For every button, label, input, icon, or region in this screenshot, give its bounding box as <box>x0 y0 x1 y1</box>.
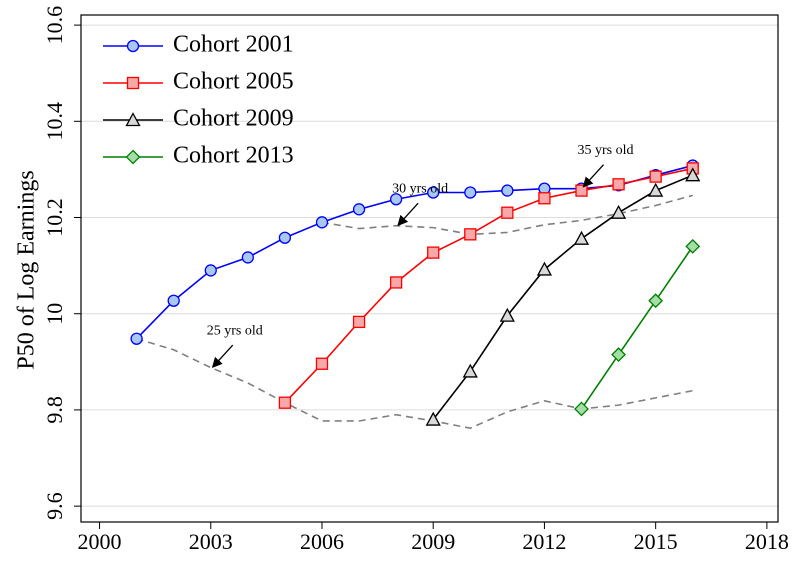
series-line <box>580 245 694 410</box>
point <box>501 184 514 197</box>
y-axis-label: P50 of Log Earnings <box>14 170 40 369</box>
y-tick-label: 10.6 <box>42 6 67 45</box>
point <box>389 276 403 289</box>
point <box>278 396 292 409</box>
series-line <box>284 167 693 404</box>
point <box>648 182 664 197</box>
point <box>425 411 441 426</box>
point <box>575 184 588 197</box>
point <box>464 186 477 199</box>
point <box>278 231 292 244</box>
point <box>574 401 589 417</box>
x-tick-label: 2012 <box>522 529 566 554</box>
legend-marker <box>125 149 141 165</box>
annotation-text: 25 yrs old <box>207 323 263 338</box>
legend-label: Cohort 2001 <box>173 32 294 58</box>
annotation-text: 30 yrs old <box>392 181 448 196</box>
point <box>167 294 180 307</box>
legend-label: Cohort 2005 <box>173 69 294 95</box>
y-tick-label: 10.4 <box>42 102 67 141</box>
point <box>204 264 217 277</box>
point <box>612 178 625 191</box>
y-tick-label: 10 <box>42 303 67 325</box>
age-profile-line <box>136 337 693 430</box>
y-tick-label: 9.6 <box>42 492 67 520</box>
point <box>610 204 627 219</box>
point <box>130 332 143 345</box>
annotation-arrow <box>397 202 419 227</box>
point <box>389 193 403 206</box>
point <box>573 230 590 245</box>
point <box>427 246 440 259</box>
legend-marker <box>126 39 140 53</box>
age-profile-line <box>321 194 693 236</box>
plot-frame <box>80 14 779 523</box>
point <box>649 170 662 183</box>
point <box>315 216 329 229</box>
x-tick-label: 2015 <box>634 529 678 554</box>
x-tick-label: 2006 <box>300 529 344 554</box>
point <box>499 307 515 322</box>
point <box>685 238 701 254</box>
annotation-arrow <box>211 344 234 368</box>
x-tick-label: 2003 <box>189 529 233 554</box>
point <box>315 357 329 370</box>
point <box>538 192 551 205</box>
legend-marker <box>125 112 141 127</box>
point <box>241 251 254 264</box>
legend-label: Cohort 2009 <box>173 106 294 132</box>
annotation-text: 35 yrs old <box>578 143 634 158</box>
y-tick-label: 9.8 <box>42 396 67 424</box>
point <box>352 203 366 216</box>
point <box>536 261 553 276</box>
y-tick-label: 10.2 <box>42 198 67 237</box>
x-tick-label: 2018 <box>745 529 789 554</box>
point <box>501 206 514 219</box>
point <box>427 186 440 199</box>
x-tick-label: 2000 <box>78 529 122 554</box>
legend-label: Cohort 2013 <box>173 143 294 169</box>
point <box>685 167 701 182</box>
point <box>611 347 626 363</box>
x-tick-label: 2009 <box>411 529 455 554</box>
annotation-arrow <box>582 164 604 188</box>
point <box>462 363 478 378</box>
legend-marker <box>126 76 140 90</box>
point <box>648 293 664 309</box>
point <box>464 228 477 241</box>
point <box>352 315 366 329</box>
